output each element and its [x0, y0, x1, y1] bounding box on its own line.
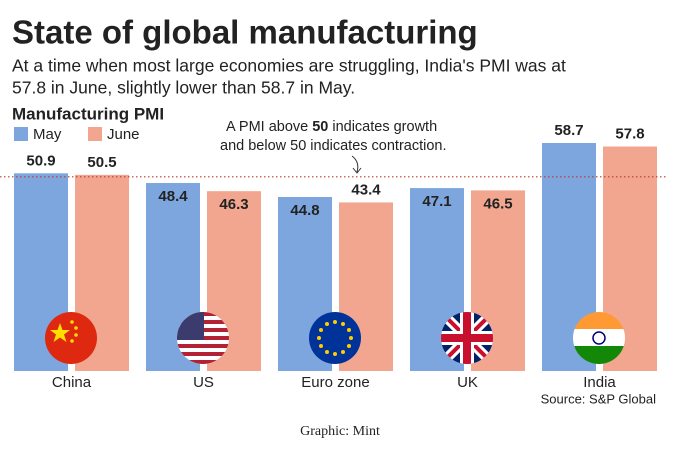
- value-label: 57.8: [615, 125, 644, 142]
- value-label: 50.9: [26, 152, 55, 169]
- annotation: and below 50 indicates contraction.: [220, 138, 447, 154]
- annotation-part: indicates growth: [332, 119, 437, 135]
- x-tick-label: China: [52, 374, 92, 391]
- value-label: 50.5: [87, 154, 116, 171]
- value-label: 48.4: [158, 188, 188, 205]
- annotation-part: A PMI above: [226, 119, 308, 135]
- axis-label: Manufacturing PMI: [12, 104, 164, 123]
- x-tick-label: UK: [457, 374, 478, 391]
- annotation-arrow: [351, 155, 362, 174]
- value-label: 58.7: [554, 122, 583, 139]
- flag-eu: [309, 312, 361, 364]
- x-tick-label: Euro zone: [301, 374, 369, 391]
- source: Source: S&P Global: [541, 391, 656, 406]
- credit: Graphic: Mint: [300, 424, 380, 439]
- value-label: 43.4: [351, 181, 381, 198]
- subtitle: 57.8 in June, slightly lower than 58.7 i…: [12, 78, 355, 98]
- value-label: 44.8: [290, 202, 319, 219]
- flag-china: [45, 312, 97, 364]
- value-label: 46.5: [483, 195, 512, 212]
- x-tick-label: India: [583, 374, 616, 391]
- annotation: A PMI above 50 indicates growth: [226, 119, 437, 135]
- value-label: 47.1: [422, 193, 451, 210]
- value-label: 46.3: [219, 196, 248, 213]
- flag-us: [177, 312, 229, 364]
- subtitle: At a time when most large economies are …: [12, 56, 566, 76]
- x-tick-label: US: [193, 374, 214, 391]
- legend-label: May: [33, 126, 62, 143]
- flag-india: [573, 312, 625, 364]
- legend-swatch: [88, 127, 102, 141]
- annotation-part: 50: [312, 119, 328, 135]
- legend-label: June: [107, 126, 140, 143]
- legend-swatch: [14, 127, 28, 141]
- chart-title: State of global manufacturing: [12, 14, 478, 51]
